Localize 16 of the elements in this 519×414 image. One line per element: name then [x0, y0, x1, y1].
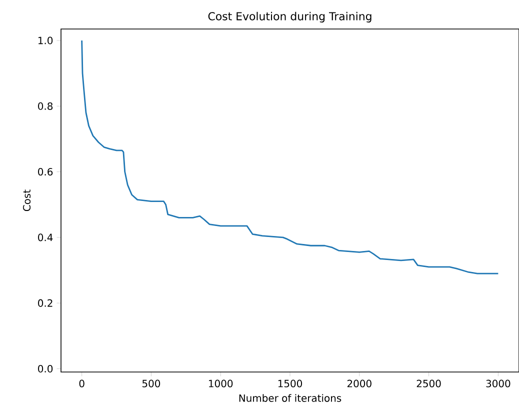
x-tick-label: 1000 [209, 380, 233, 388]
x-tick-label: 500 [142, 380, 160, 388]
x-tick-label: 3000 [486, 380, 510, 388]
chart-title: Cost Evolution during Training [208, 12, 372, 22]
x-axis-title: Number of iterations [239, 394, 342, 402]
y-tick-label: 0.8 [38, 102, 53, 110]
y-axis-title: Cost [22, 190, 31, 212]
y-tick-label: 0.2 [38, 299, 52, 307]
x-tick-label: 1500 [278, 380, 302, 388]
x-tick-label: 0 [79, 380, 84, 388]
y-tick-label: 0.6 [38, 168, 53, 176]
y-tick-label: 1.0 [38, 36, 53, 44]
x-tick-label: 2000 [347, 380, 372, 388]
y-tick-label: 0.4 [38, 234, 53, 242]
y-tick-label: 0.0 [38, 364, 53, 372]
x-tick-label: 2500 [416, 380, 441, 388]
